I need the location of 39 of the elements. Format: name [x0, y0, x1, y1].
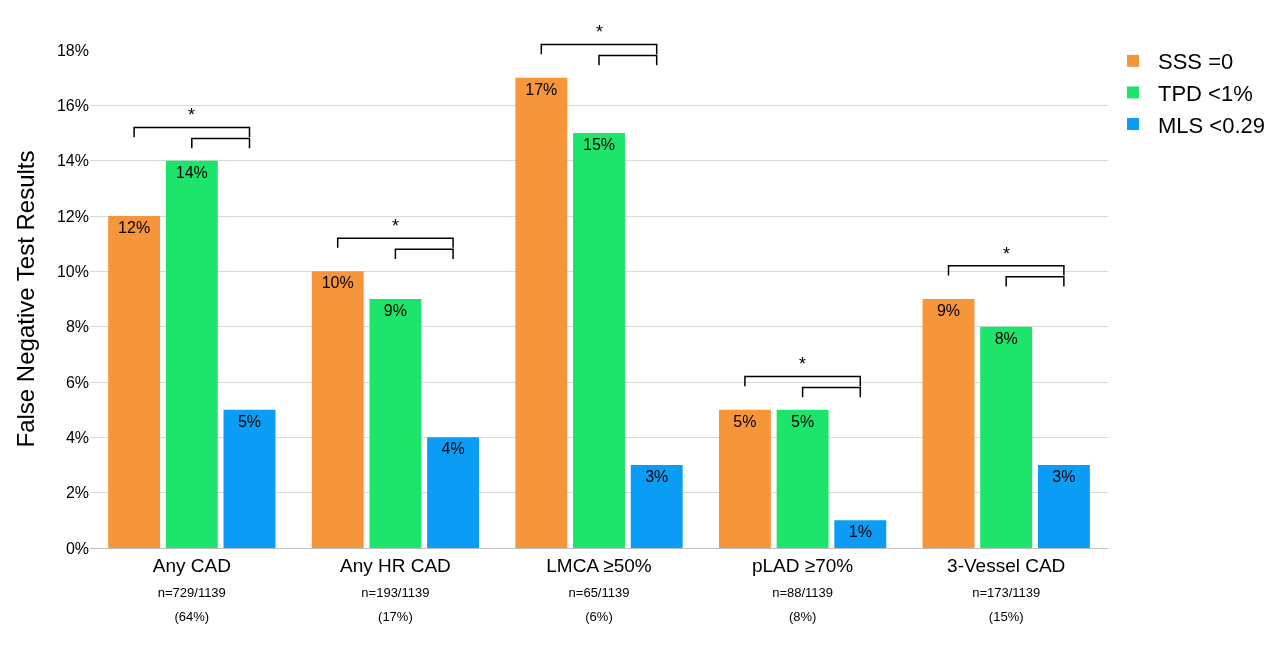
y-tick-label: 6% — [65, 373, 89, 391]
data-label: 9% — [936, 302, 961, 319]
y-tick-label: 12% — [56, 207, 89, 225]
legend-label: SSS =0 — [1158, 49, 1234, 75]
data-label: 5% — [237, 412, 262, 430]
y-tick-label: 2% — [65, 484, 89, 502]
y-tick-label: 10% — [56, 262, 89, 280]
data-label: 8% — [994, 329, 1018, 347]
text: * — [596, 22, 604, 42]
legend-label: MLS <0.29 — [1158, 112, 1266, 138]
data-label: 15% — [582, 136, 616, 153]
annotation: * — [1003, 244, 1011, 264]
data-label: 4% — [441, 440, 465, 458]
y-tick-label: 18% — [56, 41, 89, 59]
annotation: * — [799, 354, 807, 374]
x-tick-label: pLAD ≥70% n=88/1139 (8%) — [751, 554, 854, 625]
y-tick-label: 16% — [56, 96, 89, 114]
annotation: * — [188, 105, 196, 125]
x-tick-label: Any CAD n=729/1139 (64%) — [152, 554, 231, 625]
data-label: 5% — [791, 412, 815, 430]
x-tick-label: LMCA ≥50% n=65/1139 (6%) — [546, 554, 652, 625]
data-label: 17% — [525, 80, 558, 98]
y-tick-label: 14% — [56, 152, 89, 170]
data-label: 14% — [175, 163, 208, 181]
data-label: 12% — [118, 219, 151, 236]
y-axis-title: False Negative Test Results — [12, 150, 40, 448]
data-label: 5% — [733, 412, 757, 430]
x-tick-label: 3-Vessel CAD n=173/1139 (15%) — [947, 554, 1066, 625]
y-tick-label: 8% — [65, 318, 89, 336]
y-tick-label: 0% — [65, 539, 89, 557]
data-label: 1% — [848, 523, 872, 541]
annotation: * — [392, 216, 400, 236]
legend-label: TPD <1% — [1158, 81, 1253, 107]
x-tick-label: Any HR CAD n=193/1139 (17%) — [339, 554, 451, 625]
data-label: 3% — [645, 468, 669, 485]
y-tick-label: 4% — [65, 428, 89, 446]
data-label: 3% — [1052, 468, 1076, 485]
data-label: 10% — [321, 274, 354, 292]
data-label: 9% — [383, 302, 407, 319]
